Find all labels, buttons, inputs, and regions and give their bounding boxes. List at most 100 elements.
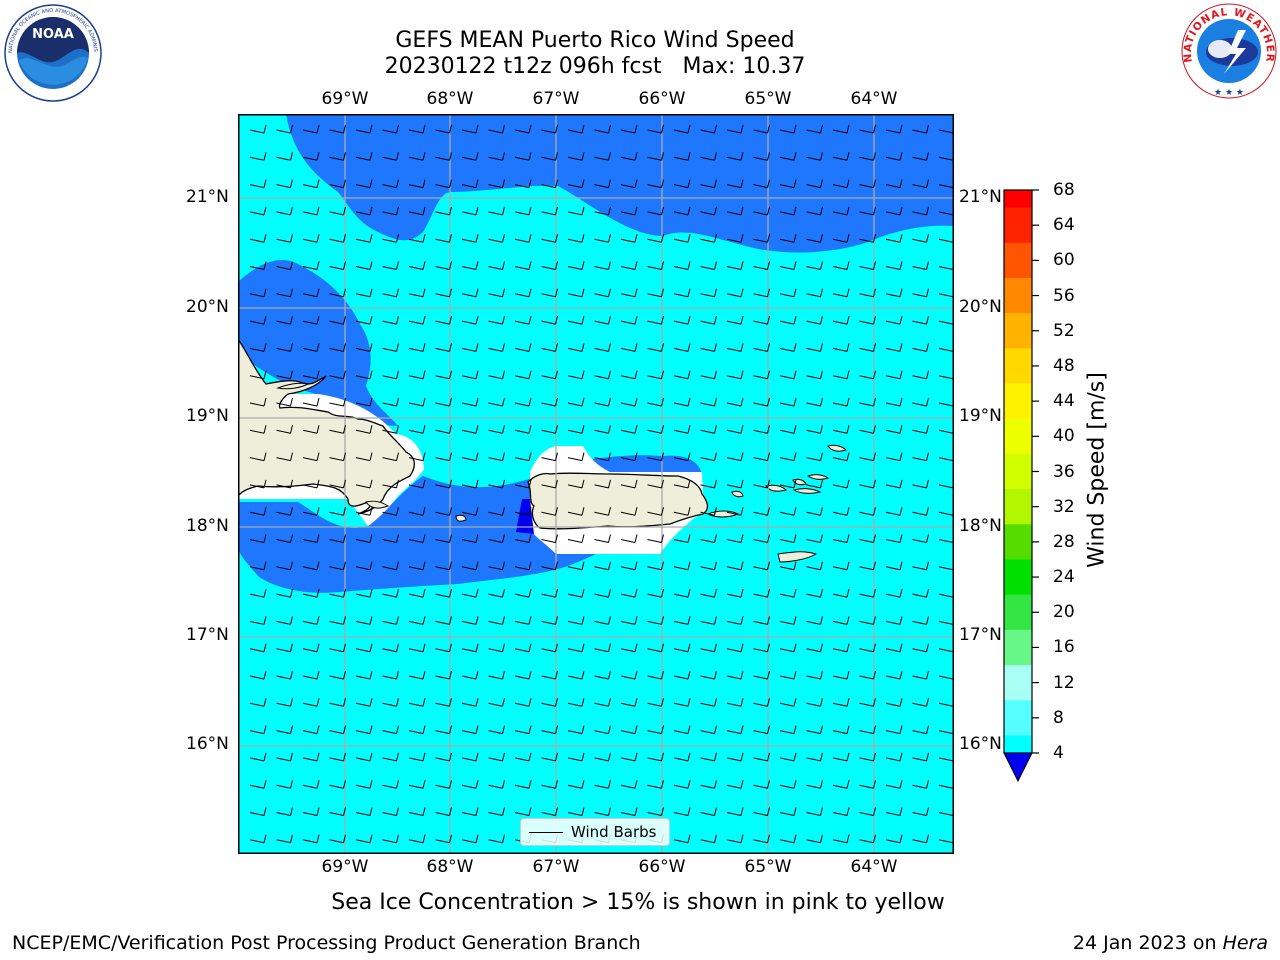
colorbar-bin <box>1004 348 1032 367</box>
wind-barb <box>382 397 399 407</box>
wind-barb <box>276 616 293 625</box>
lon-label-bottom: 68°W <box>426 857 474 877</box>
wind-barb <box>461 315 479 325</box>
wind-barb <box>912 261 929 270</box>
wind-barb <box>355 834 373 844</box>
wind-barb <box>700 343 717 352</box>
wind-barb <box>382 616 399 625</box>
colorbar-tick-label: 4 <box>1053 743 1064 763</box>
wind-barb <box>567 343 585 352</box>
wind-barb <box>832 479 850 489</box>
wind-speed-colorbar <box>1003 189 1039 783</box>
wind-barb <box>700 643 717 653</box>
wind-barb <box>700 507 717 516</box>
wind-barb <box>329 343 346 352</box>
wind-barb <box>859 315 876 325</box>
wind-barb <box>620 152 638 161</box>
wind-barb <box>514 234 532 243</box>
wind-barb <box>726 261 744 270</box>
wind-barb <box>382 124 399 134</box>
wind-barb <box>541 588 558 598</box>
wind-barb <box>673 397 691 407</box>
wind-barb <box>753 670 770 680</box>
wind-barb <box>594 343 611 352</box>
wind-barb <box>620 206 638 216</box>
wind-barb <box>885 315 903 325</box>
wind-barb <box>647 807 664 816</box>
wind-barb <box>249 479 267 489</box>
wind-barb <box>461 698 479 707</box>
lon-label-top: 64°W <box>850 89 898 109</box>
wind-barb <box>859 124 876 134</box>
wind-barb <box>435 315 452 325</box>
colorbar-tick-label: 52 <box>1053 320 1075 341</box>
wind-barb <box>488 670 505 680</box>
wind-barb <box>885 452 903 462</box>
wind-barb <box>488 507 505 516</box>
wind-barb <box>673 206 691 216</box>
wind-barb <box>726 561 744 571</box>
wind-barb <box>514 479 532 489</box>
wind-barb <box>541 288 558 298</box>
wind-barb <box>302 834 320 844</box>
wind-barb <box>461 343 479 352</box>
colorbar-bin <box>1004 295 1032 314</box>
wind-barb <box>302 588 320 598</box>
wind-barb <box>779 752 797 762</box>
wind-barb <box>620 288 638 298</box>
wind-region-4-8-pr-north <box>593 455 702 474</box>
colorbar-bin <box>1004 242 1032 261</box>
wind-barb <box>726 315 744 325</box>
wind-barb <box>832 124 850 134</box>
credit-line: NCEP/EMC/Verification Post Processing Pr… <box>12 932 641 954</box>
lat-label-right: 21°N <box>959 187 1002 207</box>
wind-barb <box>514 124 532 134</box>
wind-barb <box>541 807 558 816</box>
wind-barb <box>726 452 744 462</box>
wind-barb <box>302 152 320 161</box>
colorbar-extend-arrow <box>1003 752 1033 783</box>
wind-barb <box>355 452 373 462</box>
wind-barb <box>832 725 850 735</box>
wind-barb <box>700 288 717 298</box>
wind-barb <box>408 452 426 462</box>
wind-barb <box>249 261 267 270</box>
wind-barb <box>302 780 320 789</box>
wind-barb <box>567 152 585 161</box>
wind-barb <box>408 534 426 543</box>
wind-barb <box>912 370 929 380</box>
wind-barb <box>382 725 399 735</box>
wind-barb <box>753 507 770 516</box>
wind-barb <box>859 588 876 598</box>
wind-barb <box>700 152 717 161</box>
wind-barb <box>488 234 505 243</box>
wind-barb <box>753 206 770 216</box>
wind-barb <box>276 425 293 434</box>
wind-barb <box>912 507 929 516</box>
wind-barb <box>779 315 797 325</box>
colorbar-bin <box>1004 277 1032 297</box>
wind-barb <box>912 479 929 489</box>
wind-barb <box>806 179 823 189</box>
wind-barb <box>541 752 558 762</box>
wind-barb <box>541 152 558 161</box>
map-canvas <box>238 114 954 854</box>
wind-barb <box>382 643 399 653</box>
wind-barb <box>249 370 267 380</box>
wind-barb <box>726 288 744 298</box>
svg-text:★ ★ ★: ★ ★ ★ <box>1214 88 1244 98</box>
wind-barb <box>435 807 452 816</box>
wind-barb <box>806 152 823 161</box>
wind-barb <box>673 561 691 571</box>
wind-barb <box>700 698 717 707</box>
wind-barb <box>647 479 664 489</box>
wind-barb <box>912 670 929 680</box>
wind-barb <box>355 507 373 516</box>
wind-barb <box>726 343 744 352</box>
wind-barb <box>408 425 426 434</box>
date-text: 24 Jan 2023 on <box>1072 932 1217 954</box>
wind-barb <box>594 206 611 216</box>
wind-barb <box>541 370 558 380</box>
wind-barb <box>276 507 293 516</box>
wind-region-below-4 <box>516 499 534 534</box>
